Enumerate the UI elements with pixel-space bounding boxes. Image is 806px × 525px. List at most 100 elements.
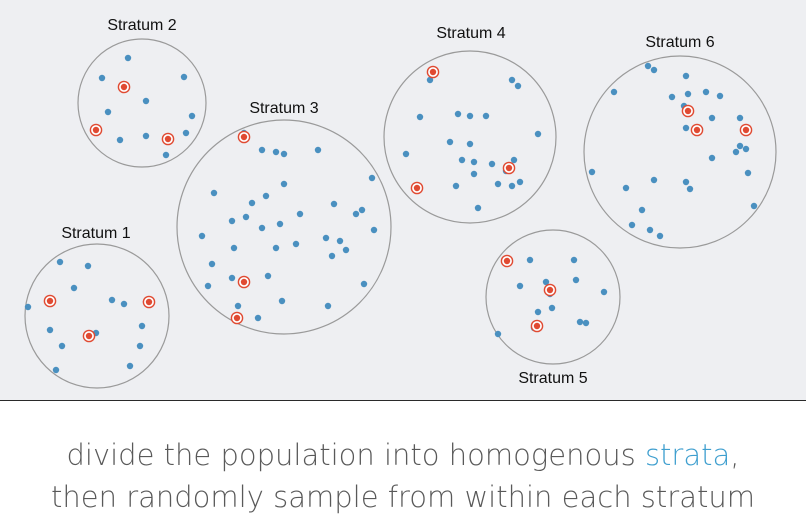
- population-dot: [482, 112, 490, 120]
- stratum-3: Stratum 3: [176, 100, 392, 335]
- population-dot: [542, 278, 550, 286]
- population-dot: [622, 184, 630, 192]
- population-dot: [416, 113, 424, 121]
- sampled-dot: [164, 135, 172, 143]
- population-dot: [548, 304, 556, 312]
- sampled-dot: [693, 126, 701, 134]
- population-dot: [488, 160, 496, 168]
- population-dot: [56, 258, 64, 266]
- sampled-dot: [546, 286, 554, 294]
- population-dot: [682, 124, 690, 132]
- population-dot: [516, 282, 524, 290]
- population-dot: [458, 156, 466, 164]
- population-dot: [228, 274, 236, 282]
- stratum-1-circle: [24, 243, 170, 389]
- population-dot: [682, 178, 690, 186]
- population-dot: [208, 260, 216, 268]
- stratum-1-label: Stratum 1: [61, 225, 130, 242]
- population-dot: [248, 199, 256, 207]
- population-dot: [474, 204, 482, 212]
- population-dot: [126, 362, 134, 370]
- population-dot: [516, 178, 524, 186]
- population-dot: [402, 150, 410, 158]
- population-dot: [368, 174, 376, 182]
- population-dot: [668, 93, 676, 101]
- sampled-dot: [742, 126, 750, 134]
- population-dot: [180, 73, 188, 81]
- population-dot: [104, 108, 112, 116]
- population-dot: [610, 88, 618, 96]
- population-dot: [52, 366, 60, 374]
- population-dot: [70, 284, 78, 292]
- stratum-1: Stratum 1: [24, 225, 170, 389]
- population-dot: [570, 256, 578, 264]
- stratum-5: Stratum 5: [485, 229, 621, 387]
- population-dot: [142, 97, 150, 105]
- population-dot: [120, 300, 128, 308]
- population-dot: [470, 158, 478, 166]
- caption-line-2: then randomly sample from within each st…: [51, 480, 755, 514]
- population-dot: [534, 308, 542, 316]
- stratum-6-label: Stratum 6: [645, 34, 714, 51]
- population-dot: [322, 234, 330, 242]
- population-dot: [330, 200, 338, 208]
- population-dot: [336, 237, 344, 245]
- population-dot: [646, 226, 654, 234]
- stratum-6-circle: [583, 55, 777, 249]
- stratum-4-circle: [383, 50, 557, 224]
- population-dot: [736, 114, 744, 122]
- population-dot: [258, 146, 266, 154]
- sampled-dot: [505, 164, 513, 172]
- population-dot: [108, 296, 116, 304]
- population-dot: [280, 180, 288, 188]
- population-dot: [138, 322, 146, 330]
- population-dot: [446, 138, 454, 146]
- population-dot: [272, 244, 280, 252]
- population-dot: [328, 252, 336, 260]
- population-dot: [136, 342, 144, 350]
- population-dot: [708, 114, 716, 122]
- population-dot: [360, 280, 368, 288]
- population-dot: [736, 142, 744, 150]
- population-dot: [234, 302, 242, 310]
- population-dot: [454, 110, 462, 118]
- population-dot: [324, 302, 332, 310]
- stratum-2-label: Stratum 2: [107, 17, 176, 34]
- population-dot: [452, 182, 460, 190]
- stratum-2-circle: [77, 38, 207, 168]
- population-dot: [230, 244, 238, 252]
- population-dot: [198, 232, 206, 240]
- population-dot: [352, 210, 360, 218]
- sampled-dot: [92, 126, 100, 134]
- population-dot: [188, 112, 196, 120]
- caption-line-1: divide the population into homogenous st…: [0, 438, 806, 472]
- population-dot: [204, 282, 212, 290]
- population-dot: [46, 326, 54, 334]
- population-dot: [750, 202, 758, 210]
- population-dot: [162, 151, 170, 159]
- population-dot: [508, 182, 516, 190]
- sampled-dot: [46, 297, 54, 305]
- sampled-dot: [533, 322, 541, 330]
- population-dot: [58, 342, 66, 350]
- population-dot: [684, 90, 692, 98]
- population-dot: [264, 272, 272, 280]
- sampled-dot: [503, 257, 511, 265]
- population-dot: [508, 76, 516, 84]
- stratum-5-label: Stratum 5: [518, 370, 587, 387]
- population-dot: [254, 314, 262, 322]
- population-dot: [116, 136, 124, 144]
- population-dot: [650, 176, 658, 184]
- population-dot: [708, 154, 716, 162]
- population-dot: [142, 132, 150, 140]
- population-dot: [494, 330, 502, 338]
- stratum-5-circle: [485, 229, 621, 365]
- stratum-3-label: Stratum 3: [249, 100, 318, 117]
- population-dot: [84, 262, 92, 270]
- population-dot: [638, 206, 646, 214]
- sampled-dot: [145, 298, 153, 306]
- population-dot: [732, 148, 740, 156]
- population-dot: [744, 169, 752, 177]
- population-dot: [588, 168, 596, 176]
- population-dot: [276, 220, 284, 228]
